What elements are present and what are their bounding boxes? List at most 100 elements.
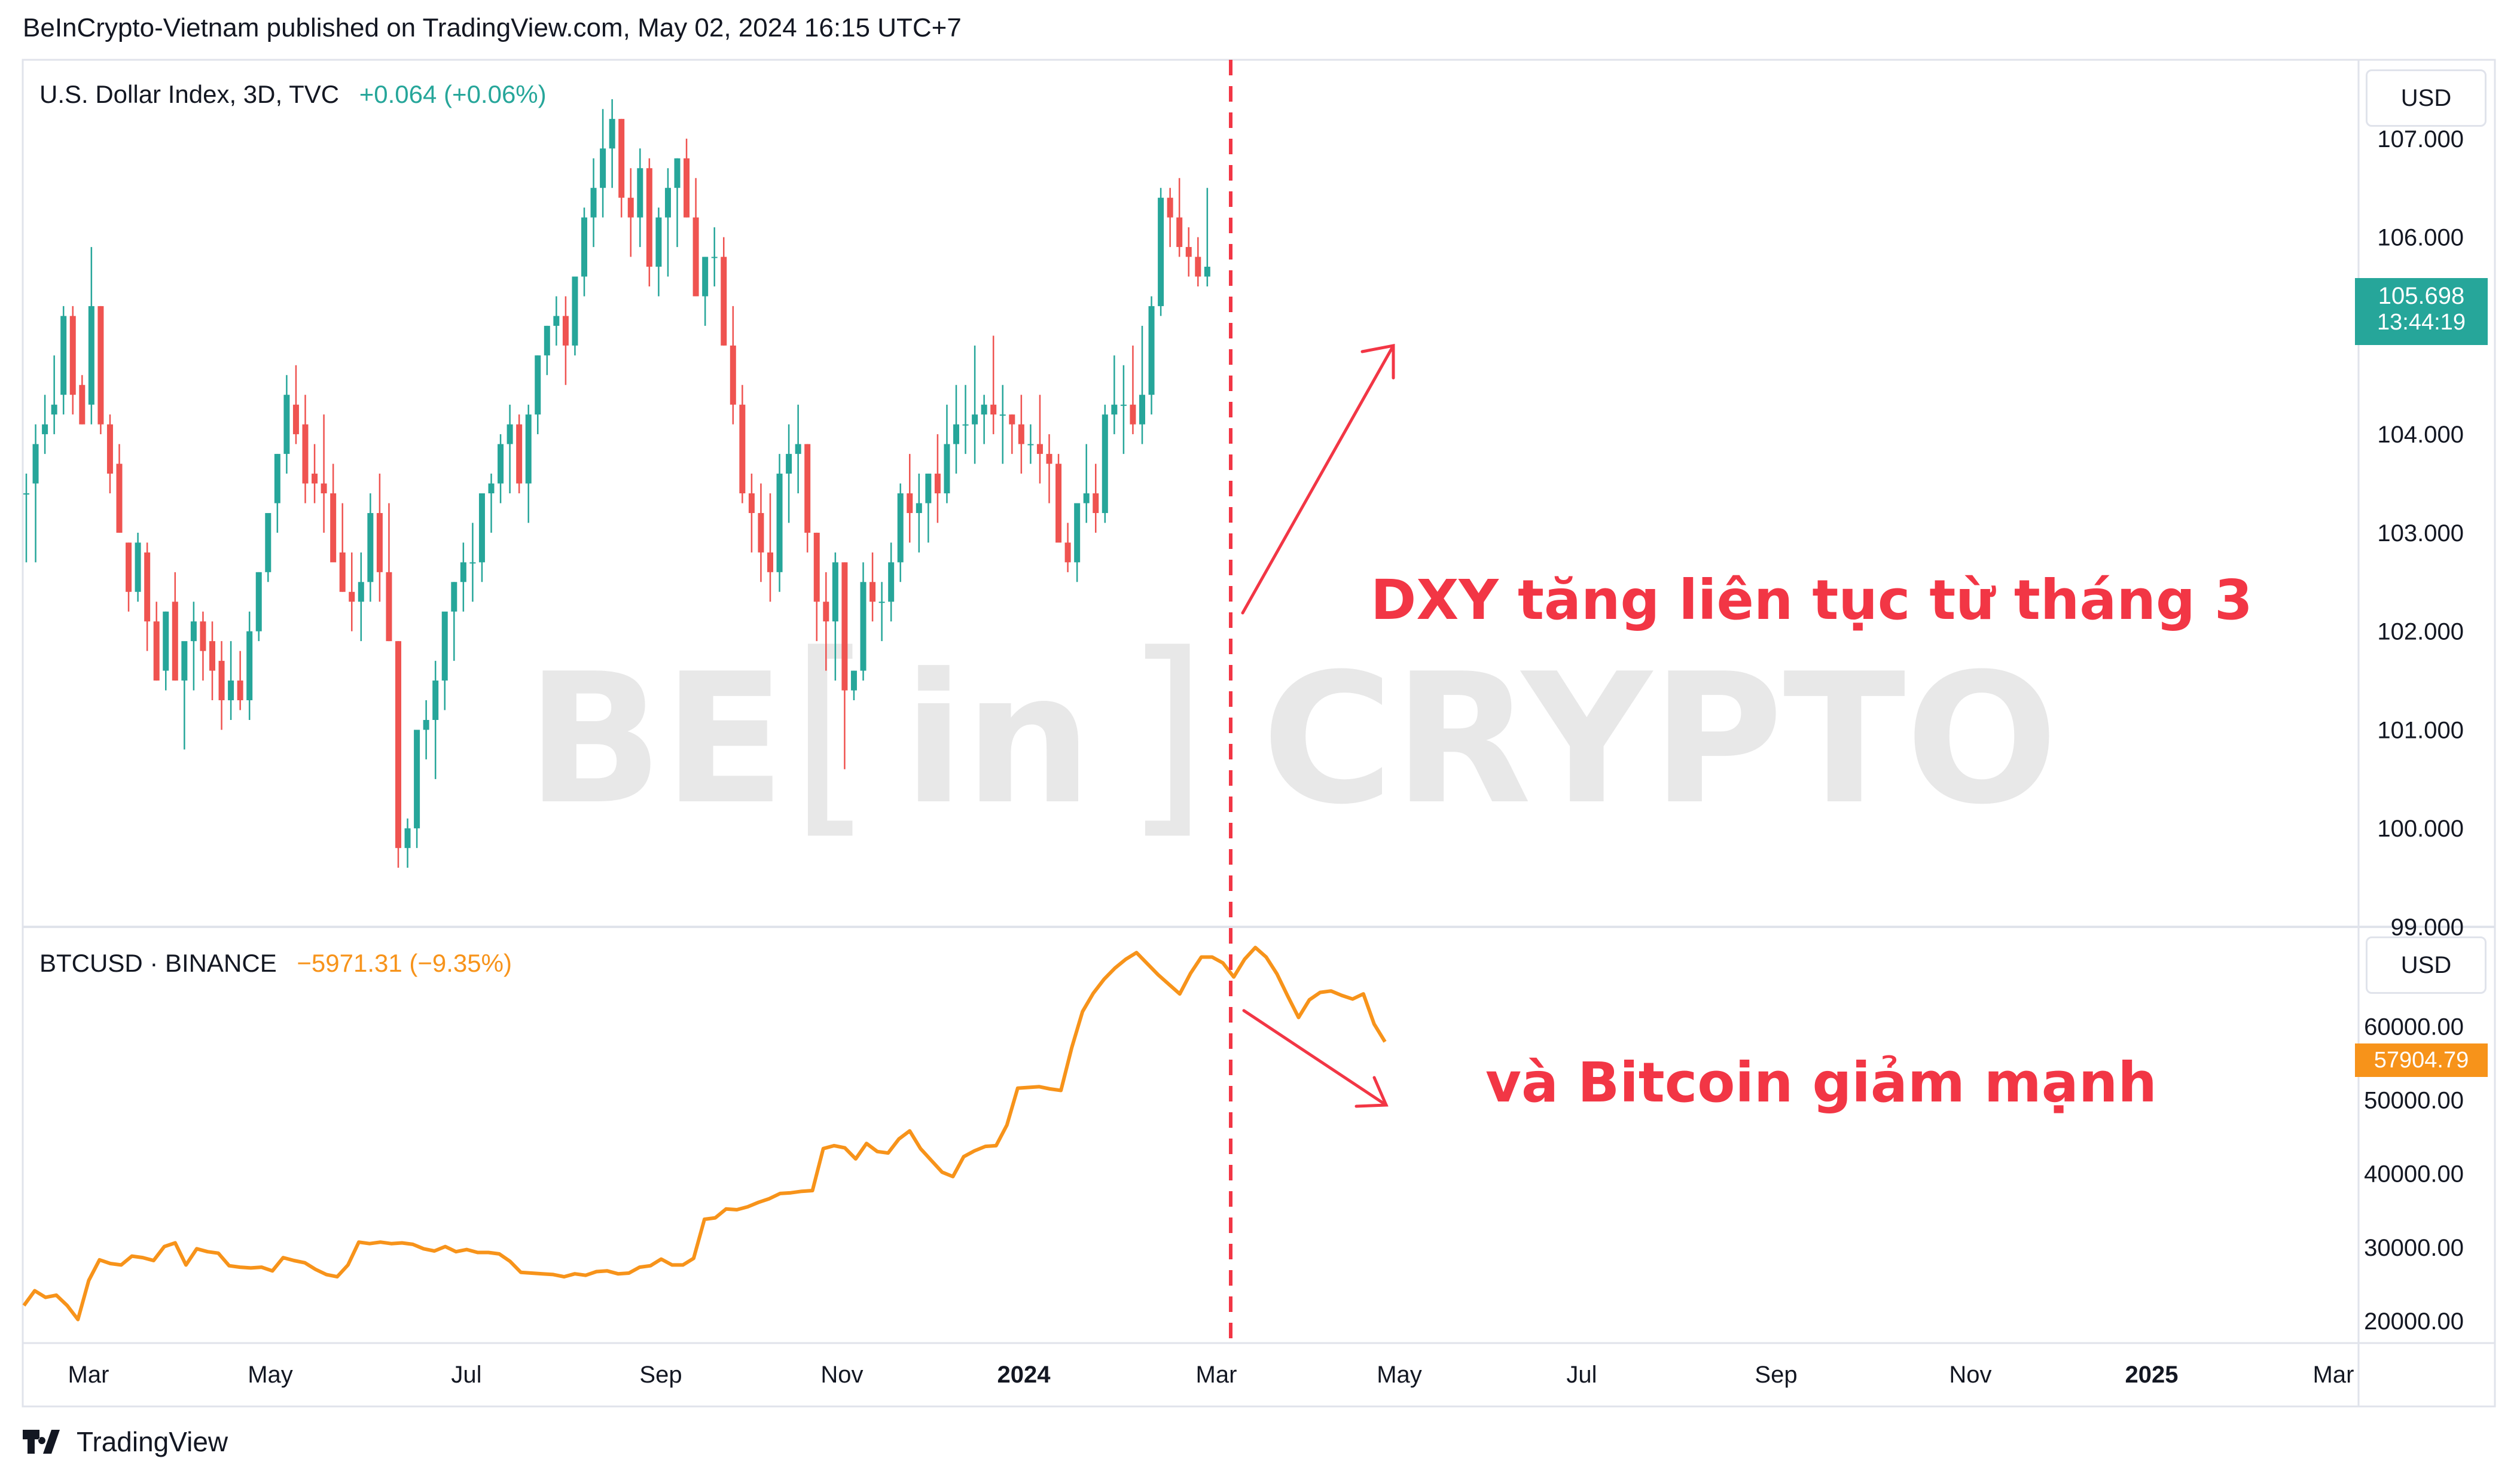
dxy-candle-113 <box>1074 503 1081 582</box>
dxy-candle-45 <box>441 611 448 710</box>
btc-price-tag: 57904.79 <box>2355 1043 2488 1077</box>
dxy-candle-56 <box>544 325 550 376</box>
dxy-candle-57 <box>553 296 560 346</box>
x-tick-1: May <box>248 1362 293 1388</box>
btc-y-tick-3: 30000.00 <box>2364 1235 2464 1261</box>
dxy-candle-105 <box>999 385 1006 464</box>
dxy-candle-107 <box>1018 395 1024 474</box>
btc-y-tick-4: 20000.00 <box>2364 1308 2464 1335</box>
dxy-candle-127 <box>1204 188 1210 286</box>
dxy-candle-120 <box>1139 325 1145 444</box>
dxy-candle-24 <box>246 611 253 720</box>
dxy-candle-3 <box>51 355 57 435</box>
dxy-candle-90 <box>860 562 867 681</box>
dxy-price-tag-value: 105.698 <box>2378 283 2465 309</box>
dxy-candle-7 <box>88 247 94 425</box>
dxy-candle-6 <box>79 375 86 425</box>
dxy-candle-116 <box>1102 404 1108 523</box>
dxy-candle-59 <box>572 276 578 356</box>
dxy-candle-26 <box>265 512 271 582</box>
dxy-legend-title: U.S. Dollar Index, 3D, TVC <box>39 80 340 108</box>
dxy-candle-10 <box>116 444 123 533</box>
down-arrow <box>1242 1009 1389 1108</box>
dxy-y-tick-7: 100.000 <box>2377 816 2464 842</box>
dxy-candle-60 <box>581 207 587 297</box>
dxy-legend-change: +0.064 (+0.06%) <box>359 80 547 108</box>
dxy-candle-119 <box>1130 345 1136 435</box>
dxy-candle-115 <box>1093 463 1099 533</box>
dxy-candle-96 <box>916 474 922 553</box>
dxy-candle-50 <box>488 474 495 533</box>
dxy-y-tick-0: 107.000 <box>2377 126 2464 152</box>
btc-legend: BTCUSD · BINANCE −5971.31 (−9.35%) <box>39 949 512 978</box>
dxy-candle-121 <box>1148 296 1155 415</box>
dxy-candle-110 <box>1046 434 1052 503</box>
dxy-candle-72 <box>692 178 699 297</box>
dxy-candle-103 <box>981 395 987 444</box>
dxy-candle-38 <box>376 474 383 602</box>
dxy-candle-8 <box>97 306 104 435</box>
dxy-y-tick-1: 106.000 <box>2377 225 2464 251</box>
dxy-candle-85 <box>813 532 820 642</box>
dxy-candle-20 <box>209 621 215 701</box>
dxy-candle-13 <box>144 542 151 651</box>
dxy-candle-53 <box>516 414 523 493</box>
x-tick-9: Sep <box>1755 1362 1797 1388</box>
watermark: BE [ in ] CRYPTO <box>526 608 2058 858</box>
dxy-candle-67 <box>646 158 652 286</box>
dxy-candle-118 <box>1120 365 1127 454</box>
dxy-candle-55 <box>535 355 541 435</box>
x-tick-8: Jul <box>1566 1362 1597 1388</box>
dxy-candle-79 <box>758 483 764 582</box>
x-tick-11: 2025 <box>2125 1362 2179 1388</box>
dxy-candle-104 <box>990 335 997 435</box>
dxy-candle-0 <box>23 474 29 563</box>
dxy-candle-117 <box>1111 355 1118 435</box>
tradingview-logo-icon <box>23 1430 60 1454</box>
dxy-candle-87 <box>832 552 838 681</box>
dxy-y-tick-8: 99.000 <box>2391 914 2464 941</box>
btc-currency-button[interactable]: USD <box>2366 936 2487 994</box>
dxy-candle-28 <box>283 375 290 474</box>
dxy-candle-78 <box>748 474 755 553</box>
footer-brand[interactable]: TradingView <box>23 1426 228 1458</box>
dxy-candle-29 <box>292 365 299 444</box>
up-arrow <box>1241 343 1395 615</box>
dxy-candle-126 <box>1195 237 1201 286</box>
dxy-candle-42 <box>414 730 420 849</box>
dxy-candle-18 <box>190 602 197 691</box>
chart-frame <box>22 59 2496 1408</box>
x-tick-3: Sep <box>639 1362 682 1388</box>
dxy-candle-35 <box>349 552 355 631</box>
dxy-candle-54 <box>525 404 532 523</box>
btc-price-line <box>22 945 1387 1322</box>
dxy-candle-111 <box>1055 454 1062 543</box>
dxy-candle-39 <box>386 503 392 642</box>
dxy-candle-16 <box>172 572 178 681</box>
dxy-candle-112 <box>1064 523 1071 572</box>
dxy-candle-14 <box>153 602 160 681</box>
dxy-candle-1 <box>32 424 39 563</box>
dxy-price-tag: 105.698 13:44:19 <box>2355 278 2488 345</box>
dxy-candle-27 <box>274 454 280 533</box>
dxy-candle-94 <box>897 483 904 582</box>
dxy-annotation: DXY tăng liên tục từ tháng 3 <box>1371 568 2253 632</box>
dxy-candle-62 <box>600 109 606 218</box>
dxy-currency-button[interactable]: USD <box>2366 69 2487 127</box>
x-tick-7: May <box>1377 1362 1422 1388</box>
dxy-candle-83 <box>795 404 801 493</box>
btc-legend-change: −5971.31 (−9.35%) <box>297 949 512 977</box>
publish-header: BeInCrypto-Vietnam published on TradingV… <box>23 13 962 42</box>
dxy-candle-47 <box>460 542 466 612</box>
dxy-candle-69 <box>664 168 671 277</box>
dxy-candle-12 <box>135 532 141 602</box>
watermark-bracket-right: ] <box>1124 608 1208 858</box>
dxy-candle-32 <box>321 414 327 533</box>
dxy-candle-44 <box>432 661 439 779</box>
dxy-candle-75 <box>721 237 727 346</box>
dxy-candle-114 <box>1083 444 1090 523</box>
dxy-candle-61 <box>590 158 597 248</box>
dxy-candle-97 <box>925 474 932 543</box>
chart-area[interactable]: BE [ in ] CRYPTO 107.000106.000105.00010… <box>0 0 2520 1411</box>
dxy-y-tick-5: 102.000 <box>2377 619 2464 645</box>
